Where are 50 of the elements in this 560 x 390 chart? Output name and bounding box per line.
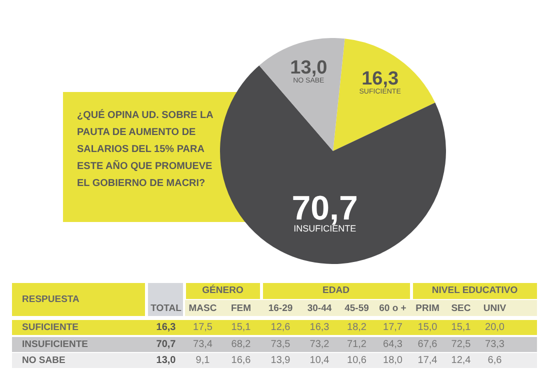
data-label: 73,5 [270,338,292,350]
y-tick-label: SUFICIENTE [22,322,78,333]
x-tick-label: 16-29 [267,303,294,314]
data-label: 68,2 [230,338,252,350]
x-tick-label: UNIV [482,303,508,314]
x-tick-label: MASC [188,303,218,314]
data-label: 18,0 [382,355,404,366]
data-label: 16,3 [155,322,177,333]
data-label: 13,9 [270,355,292,366]
data-label: 73,3 [484,338,506,350]
data-label: 18,2 [346,322,368,333]
data-label: 70,7 [155,338,177,350]
x-tick-label: SEC [450,303,472,314]
group-header: NIVEL EDUCATIVO [412,283,537,299]
y-tick-label: NO SABE [22,355,66,366]
data-label: 15,0 [416,322,438,333]
data-label: 9,1 [194,355,211,366]
data-label: 17,5 [192,322,214,333]
text: RESPUESTA [22,294,80,305]
x-tick-label: TOTAL [150,303,182,314]
data-label: 20,0 [484,322,506,333]
data-label: 13,0 [155,355,177,366]
data-label: 13,0 [290,57,328,78]
data-label: 16,3 [308,322,330,333]
data-label: 15,1 [450,322,472,333]
data-label: 17,4 [416,355,438,366]
x-tick-label: 45-59 [344,303,370,314]
x-tick-label: FEM [230,303,252,314]
data-label: 16,6 [230,355,252,366]
x-tick-label: 60 o + [378,303,408,314]
data-label: 6,6 [486,355,503,366]
data-label: 67,6 [416,338,438,350]
data-label: 17,7 [382,322,404,333]
data-label: 64,3 [382,338,404,350]
data-label: 10,4 [308,355,330,366]
data-label: 16,3 [362,68,399,90]
x-tick-label: 30-44 [306,303,333,314]
data-label: 71,2 [346,338,368,350]
data-label: 73,4 [192,338,214,350]
x-tick-label: PRIM [414,303,440,314]
data-label: 10,6 [346,355,368,366]
y-tick-label: INSUFICIENTE [22,338,88,350]
data-label: 12,4 [450,355,472,366]
data-label: 72,5 [450,338,472,350]
group-header: EDAD [262,283,410,299]
data-label: 73,2 [308,338,330,350]
data-label: 12,6 [270,322,292,333]
text: ¿QUÉ OPINA UD. SOBRE LA PAUTA DE AUMENTO DE SALARIOS DEL 15% PARA ESTE AÑO QUE PROMUEVE EL GOBIERNO DE MACRI? [77,108,214,191]
group-header: GÉNERO [186,283,260,299]
data-label: 15,1 [230,322,252,333]
